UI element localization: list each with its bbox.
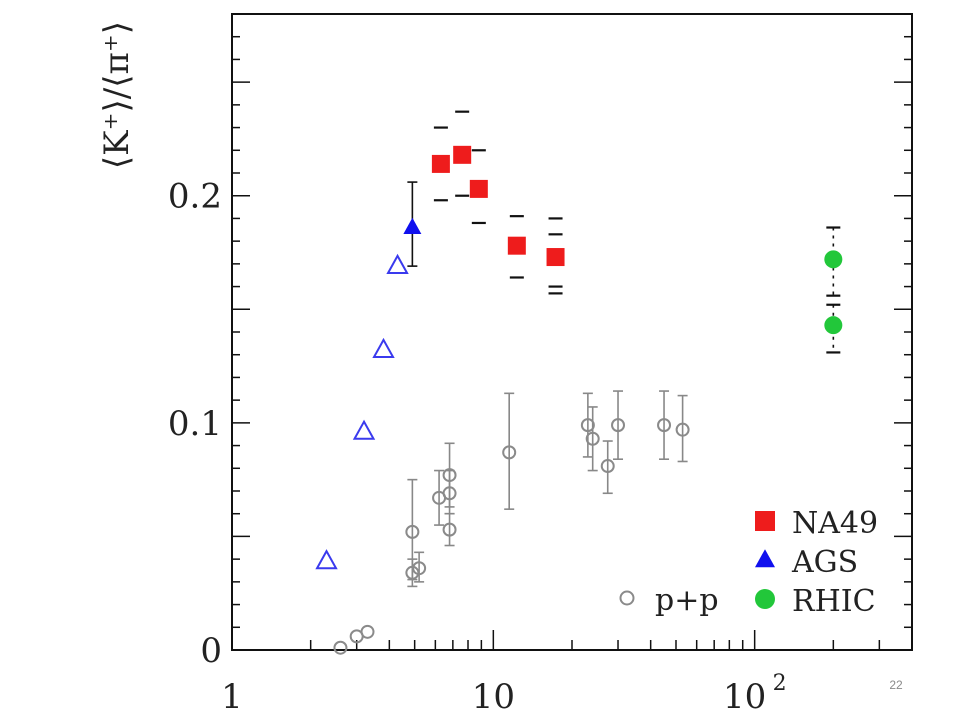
p-p-marker <box>405 524 420 539</box>
open-triangle-marker <box>386 253 409 274</box>
y-tick-label: 0.1 <box>168 404 222 444</box>
rhic-marker <box>824 250 843 269</box>
p-p-marker <box>412 561 427 576</box>
p-p-marker <box>585 431 600 446</box>
legend-item: RHIC <box>755 584 876 619</box>
x-tick-label-text: 1 <box>221 677 243 717</box>
p-p-marker <box>360 624 375 639</box>
rhic-marker <box>824 316 843 335</box>
legend: NA49 AGS RHIC p+p <box>619 506 878 619</box>
x-tick-label: 10 <box>472 677 515 717</box>
legend-item: NA49 <box>755 506 878 541</box>
legend-item: AGS <box>755 545 858 580</box>
legend-square-marker <box>755 511 775 531</box>
na49-marker <box>546 248 565 267</box>
legend-triangle-marker <box>755 549 775 568</box>
legend-label: RHIC <box>792 584 876 619</box>
p-p-marker <box>657 418 672 433</box>
p-p-marker <box>442 486 457 501</box>
p-p-marker <box>600 459 615 474</box>
slide-number: 22 <box>889 678 903 692</box>
x-tick-label: 10 2 <box>723 671 787 717</box>
open-triangle-marker <box>352 419 376 440</box>
x-tick-label-base: 10 <box>723 677 766 717</box>
p-p-marker <box>580 418 595 433</box>
open-triangle-marker <box>315 549 338 570</box>
open-triangle-marker <box>372 337 395 359</box>
y-tick-label: 0.2 <box>168 177 222 217</box>
p-p-marker <box>611 418 626 433</box>
p-p-marker <box>442 522 457 537</box>
p-p-marker <box>502 445 517 460</box>
p-p-marker <box>675 422 690 437</box>
legend-label: AGS <box>791 545 858 580</box>
y-tick-label: 0 <box>200 631 222 671</box>
legend-label: NA49 <box>792 506 878 541</box>
axis-ticks <box>231 13 913 651</box>
na49-marker <box>507 236 526 255</box>
legend-item: p+p <box>619 583 719 618</box>
error-bars <box>407 110 841 588</box>
p-p-marker <box>333 640 348 655</box>
na49-marker <box>453 145 472 164</box>
x-tick-label: 1 <box>221 677 243 717</box>
p-p-marker <box>442 468 457 483</box>
legend-circle-marker <box>755 589 775 609</box>
na49-marker <box>431 154 450 173</box>
ags-marker <box>403 217 422 234</box>
legend-label: p+p <box>655 583 719 618</box>
x-tick-label-exponent: 2 <box>773 671 787 696</box>
legend-circle-marker <box>619 590 635 606</box>
axis-tick-labels: 0 0.1 0.2 1 10 10 2 <box>168 177 787 717</box>
x-tick-label-text: 10 <box>472 677 515 717</box>
data-markers <box>315 145 843 655</box>
na49-marker <box>469 179 488 198</box>
y-axis-label: ⟨K⁺⟩/⟨π⁺⟩ <box>97 21 137 169</box>
